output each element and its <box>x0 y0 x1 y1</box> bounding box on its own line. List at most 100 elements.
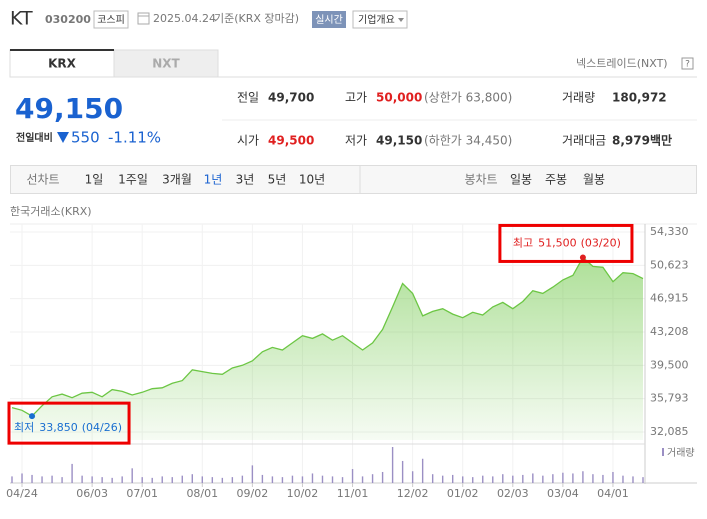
volume-bar <box>91 476 93 483</box>
volume-bar <box>391 447 394 483</box>
volume-bar <box>401 460 404 483</box>
extreme-date: (03/20) <box>581 236 621 249</box>
stat-value: 49,700 <box>268 91 314 105</box>
change: 550 <box>71 129 100 147</box>
stat-value: 49,150 <box>376 134 422 148</box>
volume-bar <box>622 475 624 483</box>
volume-legend: 거래량 <box>667 447 695 459</box>
tab-bg-active[interactable] <box>9 49 115 78</box>
help[interactable]: ? <box>685 60 690 70</box>
stat-value: 49,500 <box>268 134 314 148</box>
change-label: 전일대비 <box>16 131 53 144</box>
volume-bar <box>542 475 544 483</box>
volume-bar <box>51 475 53 483</box>
x-tick-label: 11/01 <box>337 487 369 500</box>
stat-label: 시가 <box>237 134 259 148</box>
volume-bar <box>271 476 274 483</box>
x-tick-label: 04/24 <box>6 487 38 500</box>
area-fill <box>12 257 643 440</box>
y-tick-label: 32,085 <box>650 425 689 438</box>
volume-bar <box>592 474 594 483</box>
x-tick-label: 07/01 <box>126 487 158 500</box>
stat-value: 8,979 <box>612 134 650 148</box>
stat-unit: 백만 <box>650 133 672 148</box>
volume-bar <box>602 474 604 483</box>
y-tick-label: 46,915 <box>650 292 689 305</box>
extreme-dot <box>29 413 36 420</box>
stat-label: 거래량 <box>562 91 595 105</box>
volume-bar <box>111 477 113 483</box>
change-pct: -1.11% <box>108 129 161 147</box>
period-option[interactable]: 일봉 <box>510 173 532 187</box>
y-tick-label: 54,330 <box>650 225 689 238</box>
realtime-badge[interactable] <box>312 11 346 28</box>
nxt-link[interactable]: 넥스트레이드(NXT) <box>576 57 668 70</box>
help-icon[interactable] <box>681 57 694 70</box>
market: 코스피 <box>97 14 125 26</box>
x-tick-label: 02/03 <box>497 487 529 500</box>
date: 2025.04.24 <box>153 12 216 25</box>
volume-bar <box>572 473 574 483</box>
volume-bar <box>21 473 23 483</box>
volume-bar <box>291 475 294 483</box>
company-info[interactable]: 기업개요 <box>358 13 395 26</box>
calendar-icon <box>137 12 150 25</box>
volume-bar <box>472 477 474 483</box>
company-info-button[interactable] <box>352 10 408 29</box>
price-line <box>11 256 644 417</box>
volume-bar <box>411 471 414 483</box>
extreme-label: 최저 33,850 (04/26) <box>14 421 122 434</box>
x-tick-label: 04/01 <box>597 487 629 500</box>
extreme-kind: 최저 <box>14 421 34 434</box>
x-tick-label: 12/02 <box>397 487 429 500</box>
period-option[interactable]: 3개월 <box>162 173 192 187</box>
period-option[interactable]: 1년 <box>204 173 223 187</box>
market-badge <box>93 10 129 29</box>
period-option[interactable]: 월봉 <box>583 173 605 187</box>
volume-bar <box>532 473 534 483</box>
volume-bar <box>431 474 434 483</box>
stat-label: 고가 <box>345 91 367 105</box>
highlight-box <box>498 223 634 263</box>
volume-legend-mark <box>662 448 664 456</box>
volume-bar <box>381 471 384 483</box>
stat-label: 저가 <box>345 134 367 148</box>
period-option[interactable]: 5년 <box>268 173 287 187</box>
period-label: 봉차트 <box>464 173 497 187</box>
period-option[interactable]: 1주일 <box>118 173 148 187</box>
volume-bar <box>331 476 334 483</box>
y-tick-label: 50,623 <box>650 258 689 271</box>
tab[interactable]: KRX <box>48 57 77 71</box>
volume-bar <box>311 473 314 483</box>
stat-value: 50,000 <box>376 91 422 105</box>
period-option[interactable]: 1일 <box>85 173 104 187</box>
x-tick-label: 08/01 <box>186 487 218 500</box>
volume-bar <box>161 476 163 483</box>
period-option[interactable]: 3년 <box>236 173 255 187</box>
extreme-value: 33,850 <box>39 421 78 434</box>
volume-bar <box>421 458 424 483</box>
period-option[interactable]: 주봉 <box>545 173 567 187</box>
volume-bar <box>31 474 33 483</box>
y-tick-label: 35,793 <box>650 392 689 405</box>
period-bar <box>10 165 697 194</box>
x-tick-label: 10/02 <box>287 487 319 500</box>
stock-code: 030200 <box>45 13 91 26</box>
tab-bg[interactable] <box>113 49 219 78</box>
volume-bar <box>41 476 43 483</box>
volume-bar <box>642 477 644 483</box>
volume-bar <box>231 477 234 483</box>
chart-source: 한국거래소(KRX) <box>10 205 92 218</box>
period-group: 선차트 1일 1주일 3개월 1년 3년 5년 10년 봉차트 일봉 주봉 월봉 <box>26 173 605 187</box>
x-tick-label: 01/02 <box>447 487 479 500</box>
tab[interactable]: NXT <box>152 57 180 71</box>
extreme-kind: 최고 <box>513 236 533 249</box>
volume-bar <box>441 475 444 483</box>
realtime[interactable]: 실시간 <box>315 14 343 26</box>
volume-bar <box>552 474 554 483</box>
period-option[interactable]: 10년 <box>299 173 325 187</box>
stat-note: (하한가 34,450) <box>424 134 512 148</box>
volume-bar <box>502 474 504 483</box>
stat-value: 180,972 <box>612 91 667 105</box>
extreme-date: (04/26) <box>82 421 122 434</box>
